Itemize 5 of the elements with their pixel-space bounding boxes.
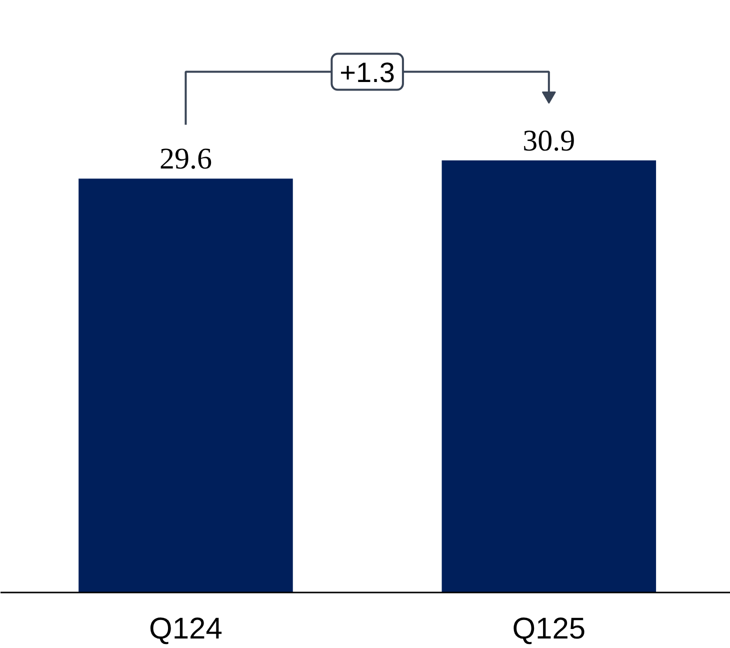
data-label: 30.9 xyxy=(522,124,576,158)
x-tick-label: Q124 xyxy=(149,612,222,646)
text: +1.3 xyxy=(340,56,395,88)
x-tick-label: Q125 xyxy=(512,612,586,646)
data-label: 29.6 xyxy=(159,142,212,176)
